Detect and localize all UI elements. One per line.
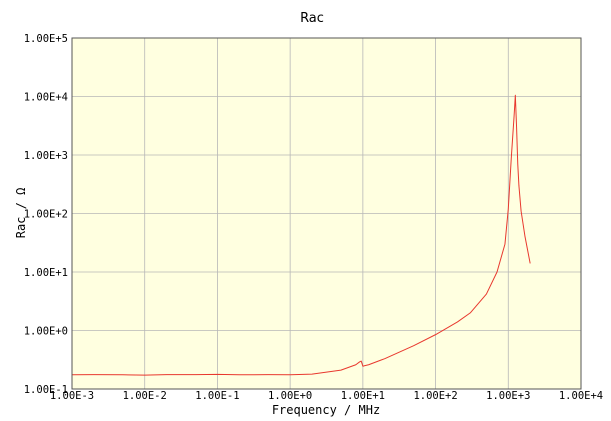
y-tick-label: 1.00E+1	[24, 267, 68, 279]
series-layer	[71, 94, 531, 376]
x-tick-label: 1.00E+4	[559, 390, 603, 402]
x-tick-label: 1.00E-3	[50, 390, 94, 402]
y-tick-label: 1.00E-1	[24, 384, 68, 396]
plot-frame	[71, 37, 582, 390]
x-tick-label: 1.00E+2	[413, 390, 457, 402]
y-tick-label: 1.00E+5	[24, 33, 68, 45]
x-tick-label: 1.00E-1	[195, 390, 239, 402]
x-tick-label: 1.00E-2	[123, 390, 167, 402]
y-axis-label: Rac / Ω	[14, 188, 28, 239]
y-tick-label: 1.00E+0	[24, 326, 68, 338]
y-tick-label: 1.00E+2	[24, 209, 68, 221]
x-tick-labels: 1.00E-3 1.00E-2 1.00E-1 1.00E+0 1.00E+1 1.00E…	[50, 390, 603, 402]
x-axis-label: Frequency / MHz	[272, 403, 380, 417]
y-tick-label: 1.00E+3	[24, 150, 68, 162]
series-line-0	[71, 94, 531, 376]
y-tick-labels: 1.00E-1 1.00E+0 1.00E+1 1.00E+2 1.00E+3 1.00E…	[24, 33, 68, 396]
x-tick-label: 1.00E+1	[341, 390, 385, 402]
y-tick-label: 1.00E+4	[24, 92, 68, 104]
x-tick-label: 1.00E+3	[486, 390, 530, 402]
x-tick-label: 1.00E+0	[268, 390, 312, 402]
chart-title: Rac	[300, 11, 324, 26]
